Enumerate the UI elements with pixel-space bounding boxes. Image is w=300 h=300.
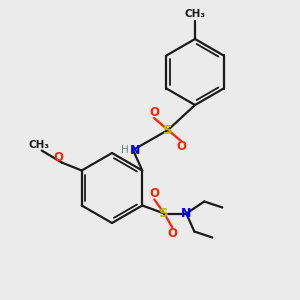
Text: O: O [167,227,177,240]
Text: O: O [176,140,186,152]
Text: O: O [54,151,64,164]
Text: O: O [149,187,159,200]
Text: S: S [163,124,173,136]
Text: H: H [121,145,129,155]
Text: O: O [149,106,159,119]
Text: N: N [181,207,191,220]
Text: S: S [160,207,169,220]
Text: CH₃: CH₃ [28,140,49,149]
Text: CH₃: CH₃ [184,9,206,19]
Text: N: N [130,143,140,157]
